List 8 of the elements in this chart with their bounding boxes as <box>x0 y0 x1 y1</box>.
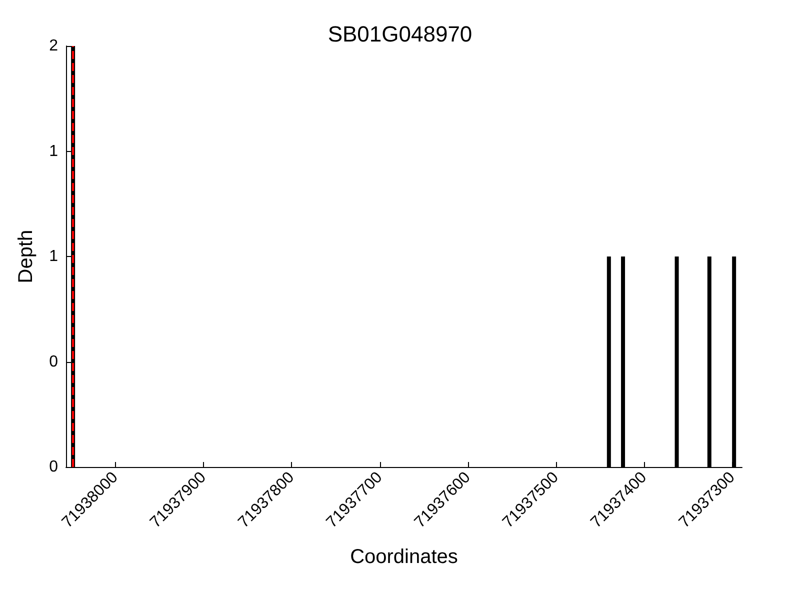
y-tick-label: 0 <box>49 353 58 370</box>
y-tick-label: 1 <box>49 142 58 160</box>
y-axis-title: Depth <box>15 230 37 284</box>
y-tick-label: 2 <box>49 38 58 54</box>
y-tick-label: 0 <box>49 458 58 476</box>
chart-title: SB01G048970 <box>328 22 472 46</box>
x-axis-title: Coordinates <box>350 546 458 568</box>
y-tick-label: 1 <box>49 248 58 265</box>
